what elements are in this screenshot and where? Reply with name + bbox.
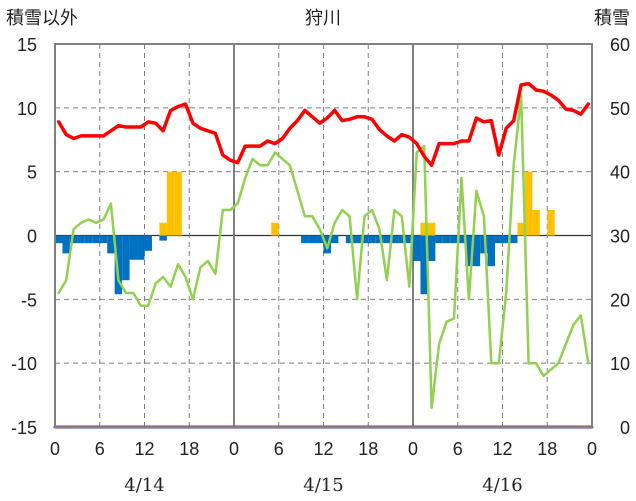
temperature-change-bar (122, 235, 130, 281)
temperature-change-bar (62, 235, 70, 254)
precipitation-bar (166, 171, 175, 236)
precipitation-bar (547, 209, 555, 236)
temperature-change-bar (509, 235, 518, 244)
x-tick-label: 0 (229, 439, 239, 459)
temperature-change-bar (427, 235, 436, 262)
temperature-change-bar (308, 235, 317, 244)
temperature-change-bar (129, 235, 138, 260)
date-label: 4/14 (124, 475, 164, 496)
temperature-change-bar (435, 235, 443, 244)
x-tick-label: 0 (408, 439, 418, 459)
temperature-change-bar (457, 235, 466, 244)
x-tick-label: 12 (492, 439, 512, 459)
temperature-change-bar (301, 235, 309, 244)
temperature-change-bar (383, 235, 391, 244)
temperature-change-bar (480, 235, 488, 254)
right-axis-ticks: 60 50 40 30 20 10 0 (610, 35, 630, 438)
temperature-change-bar (69, 235, 78, 244)
x-tick-label: 0 (587, 439, 597, 459)
right-tick-label: 0 (620, 418, 630, 438)
left-axis-title: 積雪以外 (6, 8, 78, 28)
precipitation-bar (427, 222, 436, 236)
temperature-change-bar (405, 235, 413, 244)
temperature-change-bar (345, 235, 354, 244)
right-axis-title: 積雪 (594, 8, 630, 28)
temperature-change-bar (390, 235, 399, 244)
temperature-change-bar (107, 235, 115, 254)
right-tick-label: 20 (610, 290, 630, 310)
temperature-change-bar (450, 235, 458, 244)
right-tick-label: 50 (610, 99, 630, 119)
temperature-change-bar (99, 235, 108, 244)
precipitation-bar (174, 171, 182, 236)
temperature-change-bar (502, 235, 510, 244)
temperature-change-bar (398, 235, 406, 244)
date-labels: 4/14 4/15 4/16 (124, 475, 522, 496)
x-tick-label: 0 (50, 439, 60, 459)
chart-title: 狩川 (305, 8, 341, 28)
temperature-change-bars (55, 235, 518, 295)
x-tick-label: 6 (453, 439, 463, 459)
temperature-change-bar (375, 235, 384, 244)
precipitation-bar (271, 222, 279, 236)
temperature-change-bar (368, 235, 376, 244)
date-label: 4/15 (303, 475, 343, 496)
left-tick-label: 15 (17, 35, 37, 55)
left-axis-ticks: 15 10 5 0 -5 -10 -15 (11, 35, 37, 438)
x-tick-label: 12 (134, 439, 154, 459)
temperature-change-bar (144, 235, 152, 251)
left-tick-label: -10 (11, 354, 37, 374)
precipitation-bars (159, 171, 555, 236)
x-tick-label: 6 (274, 439, 284, 459)
temperature-change-bar (465, 235, 473, 267)
left-tick-label: 5 (27, 163, 37, 183)
temperature-change-bar (137, 235, 145, 260)
left-tick-label: -5 (21, 290, 37, 310)
x-tick-label: 12 (313, 439, 333, 459)
x-tick-label: 18 (358, 439, 378, 459)
precipitation-bar (420, 222, 428, 236)
temperature-line (56, 81, 591, 168)
temperature-change-bar (92, 235, 100, 244)
left-tick-label: -15 (11, 418, 37, 438)
temperature-change-bar (55, 235, 63, 244)
temperature-change-bar (330, 235, 339, 244)
temperature-change-bar (114, 235, 123, 295)
temperature-change-bar (420, 235, 428, 295)
temperature-change-bar (360, 235, 369, 244)
right-tick-label: 30 (610, 227, 630, 247)
plot-frame (54, 43, 593, 428)
x-tick-label: 6 (95, 439, 105, 459)
left-tick-label: 0 (27, 227, 37, 247)
temperature-change-bar (472, 235, 481, 267)
precipitation-bar (524, 171, 533, 236)
precipitation-bar (532, 209, 540, 236)
right-tick-label: 10 (610, 354, 630, 374)
left-tick-label: 10 (17, 99, 37, 119)
temperature-change-bar (159, 235, 167, 241)
temperature-change-bar (442, 235, 451, 244)
temperature-change-bar (316, 235, 324, 244)
precipitation-bar (159, 222, 167, 236)
temperature-change-bar (495, 235, 503, 244)
temperature-change-bar (77, 235, 85, 244)
right-tick-label: 40 (610, 163, 630, 183)
temperature-change-bar (413, 235, 421, 262)
temperature-change-bar (84, 235, 93, 244)
snow-depth-line (57, 93, 590, 410)
precipitation-bar (517, 222, 525, 236)
temperature-change-bar (487, 235, 496, 267)
x-tick-label: 18 (537, 439, 557, 459)
x-axis-ticks: 0 6 12 18 0 6 12 18 0 6 12 18 0 (50, 439, 597, 459)
date-label: 4/16 (482, 475, 522, 496)
right-tick-label: 60 (610, 35, 630, 55)
x-tick-label: 18 (179, 439, 199, 459)
temperature-change-bar (353, 235, 361, 244)
